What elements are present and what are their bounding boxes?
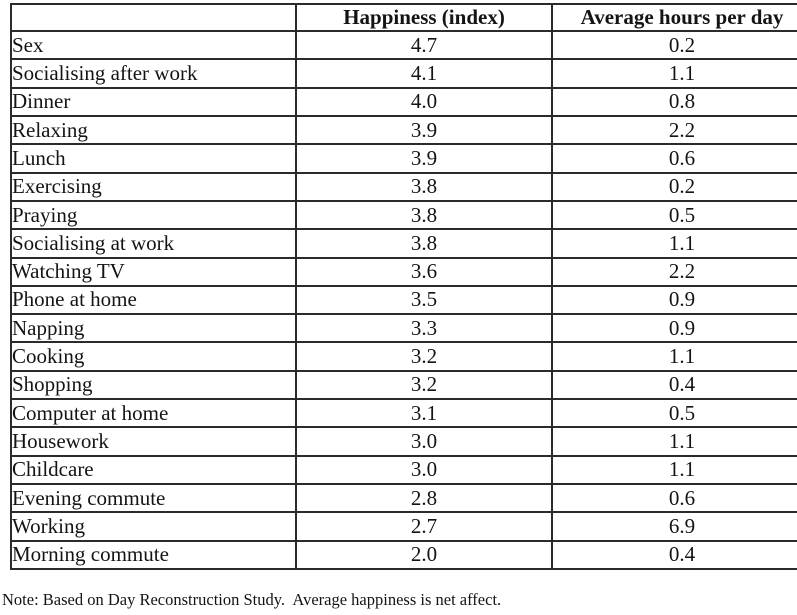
hours-cell: 1.1 bbox=[551, 228, 797, 259]
table-row: Dinner 4.0 0.8 bbox=[10, 86, 797, 117]
table-row: Sex 4.7 0.2 bbox=[10, 29, 797, 61]
table-row: Morning commute 2.0 0.4 bbox=[10, 539, 797, 571]
activity-cell: Socialising at work bbox=[10, 228, 297, 259]
hours-cell: 0.8 bbox=[551, 86, 797, 117]
table-body: Sex 4.7 0.2 Socialising after work 4.1 1… bbox=[10, 29, 797, 571]
happiness-cell: 3.8 bbox=[295, 171, 553, 202]
hours-cell: 0.4 bbox=[551, 369, 797, 401]
activity-cell: Sex bbox=[10, 29, 297, 61]
hours-cell: 1.1 bbox=[551, 454, 797, 486]
header-average-hours: Average hours per day bbox=[551, 3, 797, 32]
table-row: Working 2.7 6.9 bbox=[10, 511, 797, 542]
table-row: Socialising at work 3.8 1.1 bbox=[10, 228, 797, 259]
table-row: Relaxing 3.9 2.2 bbox=[10, 114, 797, 146]
hours-cell: 0.9 bbox=[551, 313, 797, 344]
table-note: Note: Based on Day Reconstruction Study.… bbox=[2, 590, 502, 609]
hours-cell: 0.2 bbox=[551, 171, 797, 202]
happiness-cell: 3.1 bbox=[295, 398, 553, 429]
happiness-cell: 3.9 bbox=[295, 143, 553, 174]
activity-cell: Shopping bbox=[10, 369, 297, 401]
happiness-cell: 3.6 bbox=[295, 256, 553, 287]
table-row: Evening commute 2.8 0.6 bbox=[10, 482, 797, 514]
table-row: Lunch 3.9 0.6 bbox=[10, 143, 797, 174]
activity-cell: Housework bbox=[10, 426, 297, 457]
table-row: Socialising after work 4.1 1.1 bbox=[10, 58, 797, 89]
hours-cell: 6.9 bbox=[551, 511, 797, 542]
hours-cell: 0.6 bbox=[551, 482, 797, 514]
table-row: Praying 3.8 0.5 bbox=[10, 199, 797, 231]
activity-cell: Computer at home bbox=[10, 398, 297, 429]
hours-cell: 1.1 bbox=[551, 426, 797, 457]
activity-cell: Evening commute bbox=[10, 482, 297, 514]
happiness-cell: 3.5 bbox=[295, 284, 553, 316]
table-row: Computer at home 3.1 0.5 bbox=[10, 398, 797, 429]
happiness-cell: 3.2 bbox=[295, 369, 553, 401]
activities-happiness-table: Happiness (index) Average hours per day … bbox=[10, 3, 797, 571]
activity-cell: Lunch bbox=[10, 143, 297, 174]
happiness-cell: 3.9 bbox=[295, 114, 553, 146]
hours-cell: 1.1 bbox=[551, 58, 797, 89]
table-row: Napping 3.3 0.9 bbox=[10, 313, 797, 344]
happiness-cell: 3.0 bbox=[295, 454, 553, 486]
table-row: Phone at home 3.5 0.9 bbox=[10, 284, 797, 316]
happiness-cell: 2.0 bbox=[295, 539, 553, 571]
hours-cell: 0.4 bbox=[551, 539, 797, 571]
table-row: Housework 3.0 1.1 bbox=[10, 426, 797, 457]
table-row: Childcare 3.0 1.1 bbox=[10, 454, 797, 486]
happiness-cell: 3.3 bbox=[295, 313, 553, 344]
happiness-cell: 4.7 bbox=[295, 29, 553, 61]
table-row: Cooking 3.2 1.1 bbox=[10, 341, 797, 372]
activity-cell: Cooking bbox=[10, 341, 297, 372]
hours-cell: 2.2 bbox=[551, 256, 797, 287]
happiness-cell: 2.8 bbox=[295, 482, 553, 514]
activity-cell: Watching TV bbox=[10, 256, 297, 287]
happiness-cell: 3.0 bbox=[295, 426, 553, 457]
activities-table-wrap: Happiness (index) Average hours per day … bbox=[10, 3, 797, 571]
activity-cell: Napping bbox=[10, 313, 297, 344]
activity-cell: Working bbox=[10, 511, 297, 542]
activity-cell: Relaxing bbox=[10, 114, 297, 146]
table-row: Exercising 3.8 0.2 bbox=[10, 171, 797, 202]
happiness-cell: 4.0 bbox=[295, 86, 553, 117]
hours-cell: 1.1 bbox=[551, 341, 797, 372]
table-row: Shopping 3.2 0.4 bbox=[10, 369, 797, 401]
hours-cell: 0.5 bbox=[551, 199, 797, 231]
hours-cell: 2.2 bbox=[551, 114, 797, 146]
happiness-cell: 2.7 bbox=[295, 511, 553, 542]
happiness-cell: 3.8 bbox=[295, 199, 553, 231]
header-row: Happiness (index) Average hours per day bbox=[10, 3, 797, 32]
activity-cell: Socialising after work bbox=[10, 58, 297, 89]
activity-cell: Dinner bbox=[10, 86, 297, 117]
activity-cell: Praying bbox=[10, 199, 297, 231]
header-happiness-index: Happiness (index) bbox=[295, 3, 553, 32]
hours-cell: 0.6 bbox=[551, 143, 797, 174]
hours-cell: 0.5 bbox=[551, 398, 797, 429]
activity-cell: Morning commute bbox=[10, 539, 297, 571]
activity-cell: Childcare bbox=[10, 454, 297, 486]
happiness-cell: 4.1 bbox=[295, 58, 553, 89]
header-activity-blank bbox=[10, 3, 297, 32]
happiness-cell: 3.8 bbox=[295, 228, 553, 259]
happiness-cell: 3.2 bbox=[295, 341, 553, 372]
table-row: Watching TV 3.6 2.2 bbox=[10, 256, 797, 287]
hours-cell: 0.2 bbox=[551, 29, 797, 61]
hours-cell: 0.9 bbox=[551, 284, 797, 316]
activity-cell: Phone at home bbox=[10, 284, 297, 316]
activity-cell: Exercising bbox=[10, 171, 297, 202]
